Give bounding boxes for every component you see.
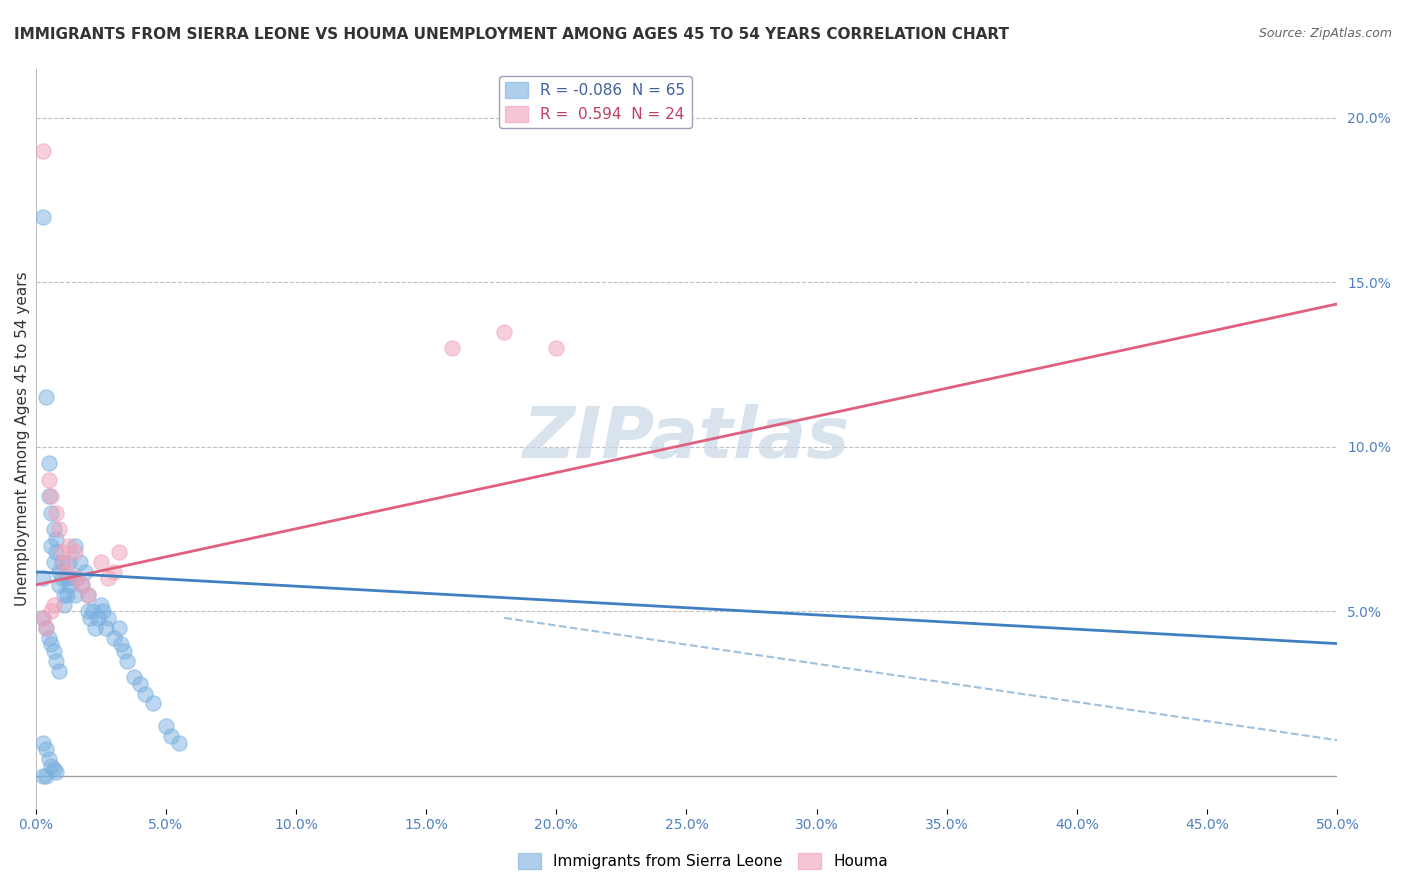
Point <box>69 555 91 569</box>
Point <box>546 341 568 355</box>
Point <box>110 637 132 651</box>
Point <box>38 631 60 645</box>
Point <box>51 555 73 569</box>
Point <box>97 611 120 625</box>
Point <box>76 588 98 602</box>
Point <box>35 621 58 635</box>
Point <box>97 571 120 585</box>
Point <box>66 571 89 585</box>
Point <box>48 578 70 592</box>
Point <box>90 598 112 612</box>
Point <box>32 144 55 158</box>
Point <box>142 697 165 711</box>
Point <box>45 654 67 668</box>
Point <box>124 670 146 684</box>
Point <box>39 506 62 520</box>
Point <box>103 631 125 645</box>
Point <box>42 762 65 776</box>
Point <box>76 604 98 618</box>
Point <box>103 565 125 579</box>
Point <box>48 522 70 536</box>
Point <box>35 769 58 783</box>
Point <box>108 545 131 559</box>
Point <box>441 341 464 355</box>
Point <box>53 588 76 602</box>
Point <box>32 736 55 750</box>
Point <box>42 598 65 612</box>
Point <box>45 545 67 559</box>
Point <box>32 611 55 625</box>
Point <box>38 489 60 503</box>
Point <box>72 578 94 592</box>
Legend: Immigrants from Sierra Leone, Houma: Immigrants from Sierra Leone, Houma <box>512 847 894 875</box>
Point <box>128 676 150 690</box>
Point <box>39 637 62 651</box>
Point <box>63 545 86 559</box>
Point <box>56 588 79 602</box>
Point <box>35 742 58 756</box>
Point <box>167 736 190 750</box>
Point <box>58 578 80 592</box>
Point <box>32 210 55 224</box>
Point <box>39 489 62 503</box>
Point <box>58 555 80 569</box>
Point <box>58 539 80 553</box>
Point <box>38 752 60 766</box>
Point <box>35 391 58 405</box>
Text: Source: ZipAtlas.com: Source: ZipAtlas.com <box>1258 27 1392 40</box>
Point <box>73 565 96 579</box>
Point <box>56 571 79 585</box>
Point <box>35 621 58 635</box>
Point <box>108 621 131 635</box>
Text: IMMIGRANTS FROM SIERRA LEONE VS HOUMA UNEMPLOYMENT AMONG AGES 45 TO 54 YEARS COR: IMMIGRANTS FROM SIERRA LEONE VS HOUMA UN… <box>14 27 1010 42</box>
Point <box>56 565 79 579</box>
Y-axis label: Unemployment Among Ages 45 to 54 years: Unemployment Among Ages 45 to 54 years <box>15 271 30 606</box>
Point <box>42 555 65 569</box>
Point <box>160 729 183 743</box>
Point <box>51 571 73 585</box>
Point <box>87 611 110 625</box>
Point <box>39 539 62 553</box>
Text: ZIPatlas: ZIPatlas <box>523 404 851 473</box>
Point <box>32 611 55 625</box>
Point <box>39 759 62 773</box>
Point <box>63 539 86 553</box>
Point <box>72 578 94 592</box>
Point <box>48 565 70 579</box>
Point <box>63 588 86 602</box>
Point <box>38 473 60 487</box>
Point <box>53 555 76 569</box>
Point <box>494 325 516 339</box>
Point <box>94 621 117 635</box>
Point <box>82 604 104 618</box>
Point <box>112 644 135 658</box>
Point <box>48 664 70 678</box>
Point <box>91 604 114 618</box>
Point <box>42 522 65 536</box>
Point <box>79 611 101 625</box>
Point <box>60 571 83 585</box>
Point <box>84 621 107 635</box>
Point <box>66 571 89 585</box>
Point <box>42 644 65 658</box>
Point <box>155 719 177 733</box>
Point <box>38 456 60 470</box>
Point <box>45 532 67 546</box>
Point <box>45 506 67 520</box>
Point <box>90 555 112 569</box>
Point <box>76 588 98 602</box>
Point <box>32 769 55 783</box>
Point <box>32 571 55 585</box>
Point <box>45 765 67 780</box>
Point <box>51 545 73 559</box>
Point <box>115 654 138 668</box>
Point <box>39 604 62 618</box>
Point <box>53 598 76 612</box>
Legend: R = -0.086  N = 65, R =  0.594  N = 24: R = -0.086 N = 65, R = 0.594 N = 24 <box>499 76 692 128</box>
Point <box>134 687 156 701</box>
